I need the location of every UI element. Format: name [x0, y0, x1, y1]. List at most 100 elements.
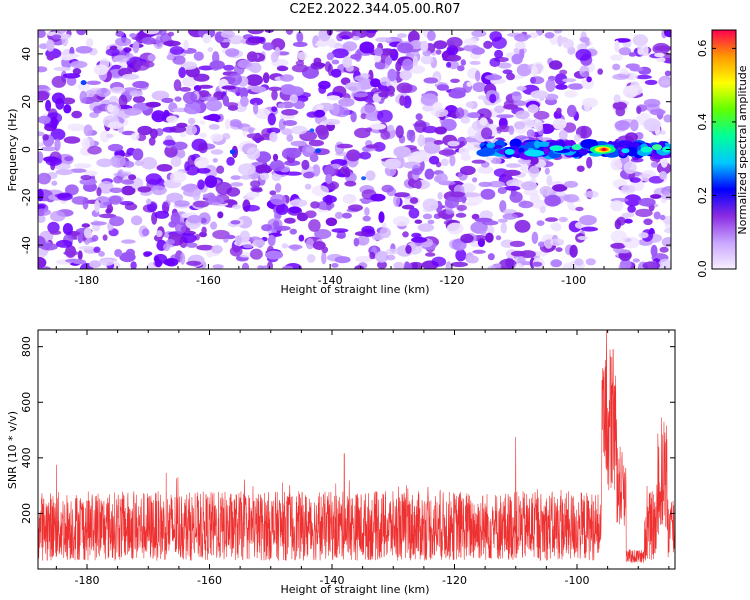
heatmap-cell	[174, 96, 182, 102]
heatmap-cell	[444, 196, 459, 209]
heatmap-cell	[137, 186, 152, 193]
heatmap-cell	[272, 153, 279, 162]
heatmap-cell	[132, 148, 144, 161]
heatmap-cell	[239, 230, 251, 243]
heatmap-cell	[290, 140, 307, 147]
heatmap-cell	[515, 110, 530, 120]
heatmap-cell	[511, 91, 521, 97]
heatmap-cell	[403, 95, 412, 109]
heatmap-cell	[495, 235, 502, 241]
heatmap-cell	[477, 165, 494, 174]
heatmap-cell	[93, 246, 101, 253]
heatmap-cell	[109, 45, 118, 51]
heatmap-cell	[327, 38, 336, 48]
heatmap-cell	[557, 35, 563, 47]
heatmap-cell	[370, 78, 381, 88]
heatmap-cell	[664, 70, 671, 77]
heatmap-cell	[393, 146, 412, 158]
heatmap-cell	[503, 185, 521, 191]
heatmap-cell	[643, 118, 661, 132]
heatmap-cell	[499, 200, 507, 213]
heatmap-cell	[509, 191, 523, 203]
heatmap-cell	[63, 136, 81, 144]
heatmap-cell	[395, 125, 404, 139]
heatmap-cell	[485, 156, 493, 161]
heatmap-cell	[193, 200, 210, 208]
heatmap-cell	[70, 60, 88, 69]
heatmap-cell	[559, 69, 568, 76]
heatmap-cell	[308, 139, 324, 147]
heatmap-cell	[55, 239, 73, 248]
heatmap-cell	[573, 134, 581, 142]
heatmap-cell	[273, 220, 280, 228]
colorbar-label: Normalized spectral amplitude	[736, 65, 749, 234]
heatmap-cell	[50, 116, 58, 130]
heatmap-cell	[533, 110, 550, 120]
heatmap-cell	[476, 108, 492, 121]
heatmap-cell	[440, 158, 449, 167]
heatmap-cell	[252, 239, 266, 247]
heatmap-cell	[259, 172, 270, 181]
heatmap-cell	[270, 194, 286, 206]
heatmap-cell	[186, 242, 198, 248]
heatmap-cell	[483, 40, 493, 50]
heatmap-cell	[154, 259, 162, 268]
heatmap-cell	[563, 194, 580, 203]
heatmap-hotspot	[571, 144, 582, 151]
heatmap-cell	[148, 137, 156, 146]
heatmap-cell	[238, 163, 256, 176]
heatmap-cell	[38, 131, 45, 137]
heatmap-cell	[494, 49, 504, 59]
heatmap-cell	[57, 192, 73, 201]
heatmap-cell	[306, 254, 316, 263]
heatmap-cell	[422, 213, 433, 220]
heatmap-cell	[71, 196, 89, 205]
heatmap-cell	[496, 125, 513, 132]
heatmap-cell	[623, 236, 640, 249]
heatmap-cell	[38, 188, 44, 202]
heatmap-cell	[632, 258, 640, 263]
heatmap-cell	[457, 65, 465, 72]
heatmap-x-tick-label: -160	[196, 274, 221, 287]
heatmap-cell	[357, 78, 374, 90]
heatmap-cell	[481, 127, 493, 140]
heatmap-cell	[129, 90, 144, 97]
heatmap-cell	[98, 213, 117, 219]
heatmap-cell	[471, 159, 486, 164]
heatmap-cell	[169, 233, 183, 238]
heatmap-cell	[529, 76, 545, 85]
heatmap-cell	[59, 54, 75, 61]
heatmap-hotspot	[549, 145, 564, 152]
heatmap-cell	[470, 221, 489, 234]
heatmap-cell	[424, 168, 435, 180]
heatmap-cell	[479, 230, 487, 236]
heatmap-cell	[526, 129, 535, 138]
heatmap-cell	[193, 51, 204, 61]
heatmap-cell	[447, 54, 462, 62]
heatmap-hotspot	[601, 148, 607, 151]
heatmap-cell	[663, 114, 671, 123]
heatmap-cell	[417, 134, 426, 147]
heatmap-cell	[51, 180, 58, 186]
heatmap-cell	[384, 158, 401, 170]
heatmap-cell	[91, 234, 99, 242]
heatmap-cell	[404, 261, 410, 269]
heatmap-cell	[396, 82, 413, 94]
heatmap-cell	[556, 107, 562, 114]
heatmap-cell	[446, 37, 463, 48]
heatmap-cell	[613, 94, 621, 103]
heatmap-cell	[659, 171, 667, 180]
heatmap-cell	[106, 133, 114, 138]
heatmap-cell	[610, 200, 624, 212]
heatmap-cell	[282, 265, 293, 269]
heatmap-cell	[624, 132, 638, 143]
heatmap-cell	[249, 97, 263, 106]
heatmap-cell	[273, 225, 291, 231]
heatmap-cell	[628, 52, 637, 57]
heatmap-cell	[310, 61, 325, 70]
heatmap-cell	[486, 142, 496, 149]
heatmap-cell	[225, 48, 240, 57]
heatmap-cell	[402, 231, 409, 238]
heatmap-cell	[246, 133, 261, 139]
heatmap-cell	[626, 84, 643, 96]
